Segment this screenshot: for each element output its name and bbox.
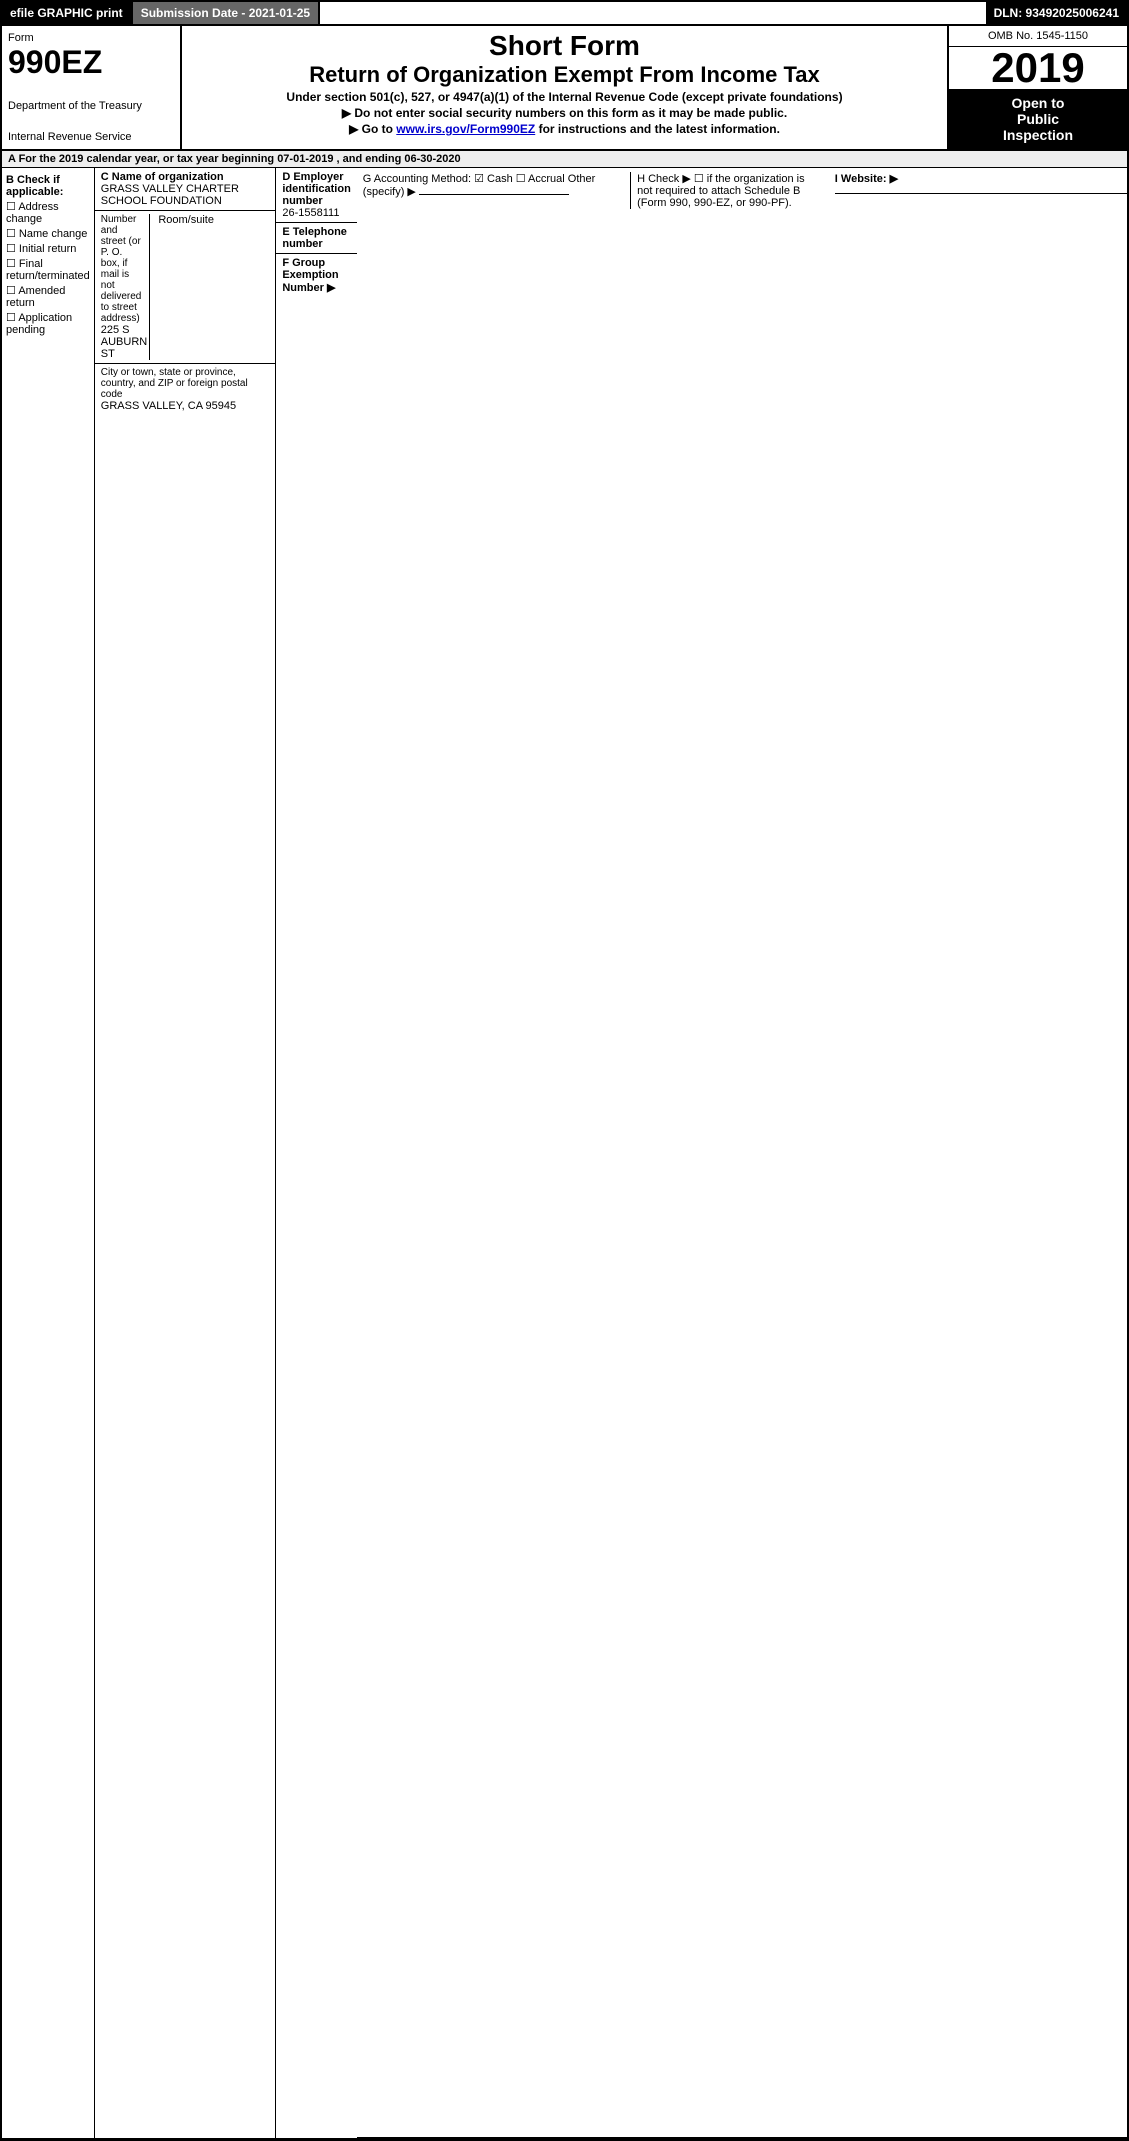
dln-label: DLN: 93492025006241 [986,2,1127,24]
open-3: Inspection [955,127,1121,143]
form-word: Form [8,32,174,44]
goto-post: for instructions and the latest informat… [535,122,780,136]
form-number: 990EZ [8,44,174,81]
warning-ssn: ▶ Do not enter social security numbers o… [190,106,939,120]
spacer [320,2,985,24]
check-pending[interactable]: ☐ Application pending [6,311,90,336]
check-amended-label: Amended return [6,285,65,309]
check-address-label: Address change [6,201,59,225]
check-initial[interactable]: ☐ Initial return [6,242,90,255]
title-return: Return of Organization Exempt From Incom… [190,62,939,88]
tax-year: 2019 [949,47,1127,89]
dept-irs: Internal Revenue Service [8,131,174,143]
line-i: I Website: ▶ [829,168,1129,2138]
ein-cell: D Employer identification number 26-1558… [276,168,356,223]
col-d-ein: D Employer identification number 26-1558… [275,168,356,2138]
open-inspection: Open to Public Inspection [949,89,1127,149]
line-h: H Check ▶ ☐ if the organization is not r… [630,172,823,209]
org-name: GRASS VALLEY CHARTER SCHOOL FOUNDATION [101,183,270,207]
check-amended[interactable]: ☐ Amended return [6,284,90,309]
efile-print-button[interactable]: efile GRAPHIC print [2,2,133,24]
org-city: GRASS VALLEY, CA 95945 [101,400,236,412]
check-name-label: Name change [19,228,88,240]
room-suite: Room/suite [149,214,269,360]
open-1: Open to [955,95,1121,111]
row-a-tax-year: A For the 2019 calendar year, or tax yea… [2,151,1127,168]
check-b-header: B Check if applicable: [6,174,90,198]
form-container: efile GRAPHIC print Submission Date - 20… [0,0,1129,2141]
org-name-cell: C Name of organization GRASS VALLEY CHAR… [95,168,276,211]
city-label: City or town, state or province, country… [101,367,270,400]
form-header: Form 990EZ Department of the Treasury In… [2,26,1127,151]
irs-link[interactable]: www.irs.gov/Form990EZ [396,122,535,136]
org-street: 225 S AUBURN ST [101,324,150,360]
check-final-label: Final return/terminated [6,258,90,282]
line-g-h: G Accounting Method: ☑ Cash ☐ Accrual Ot… [357,168,829,2138]
header-mid: Short Form Return of Organization Exempt… [182,26,947,149]
f-group-label: F Group Exemption Number ▶ [276,254,356,2138]
goto-line: ▶ Go to www.irs.gov/Form990EZ for instru… [190,122,939,136]
subtitle-section: Under section 501(c), 527, or 4947(a)(1)… [190,90,939,104]
header-left: Form 990EZ Department of the Treasury In… [2,26,182,149]
line-g: G Accounting Method: ☑ Cash ☐ Accrual Ot… [363,172,630,209]
header-right: OMB No. 1545-1150 2019 Open to Public In… [947,26,1127,149]
check-address[interactable]: ☐ Address change [6,200,90,225]
title-short-form: Short Form [190,30,939,62]
c-label: C Name of organization [101,171,224,183]
submission-date-button[interactable]: Submission Date - 2021-01-25 [133,2,320,24]
meta-block: B Check if applicable: ☐ Address change … [2,168,1127,2139]
check-initial-label: Initial return [19,243,76,255]
org-city-cell: City or town, state or province, country… [95,364,276,415]
top-bar: efile GRAPHIC print Submission Date - 20… [2,2,1127,26]
open-2: Public [955,111,1121,127]
ein-value: 26-1558111 [282,207,350,219]
check-name[interactable]: ☐ Name change [6,227,90,240]
org-street-cell: Number and street (or P. O. box, if mail… [95,211,276,364]
d-label: D Employer identification number [282,171,350,207]
dept-treasury: Department of the Treasury [8,100,174,112]
check-pending-label: Application pending [6,312,72,336]
col-c-org: C Name of organization GRASS VALLEY CHAR… [95,168,276,2138]
e-phone-label: E Telephone number [276,223,356,254]
check-final[interactable]: ☐ Final return/terminated [6,257,90,282]
addr-label: Number and street (or P. O. box, if mail… [101,214,142,324]
goto-pre: ▶ Go to [349,122,396,136]
col-b-checkboxes: B Check if applicable: ☐ Address change … [2,168,95,2138]
